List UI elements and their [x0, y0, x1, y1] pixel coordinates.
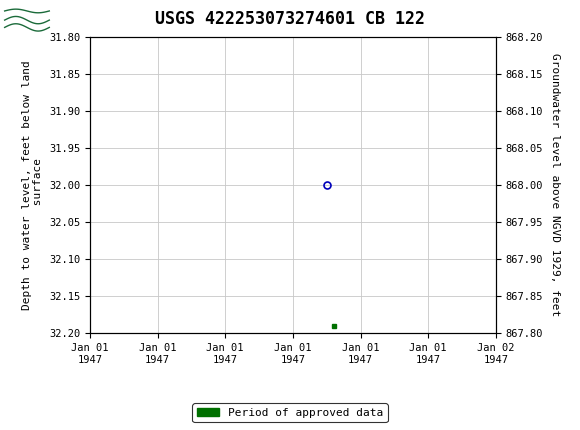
Legend: Period of approved data: Period of approved data [193, 403, 387, 422]
Y-axis label: Depth to water level, feet below land
 surface: Depth to water level, feet below land su… [22, 60, 44, 310]
Y-axis label: Groundwater level above NGVD 1929, feet: Groundwater level above NGVD 1929, feet [550, 53, 560, 316]
Bar [3, 3, 52, 34]
Text: USGS 422253073274601 CB 122: USGS 422253073274601 CB 122 [155, 10, 425, 28]
Text: USGS: USGS [56, 11, 103, 26]
